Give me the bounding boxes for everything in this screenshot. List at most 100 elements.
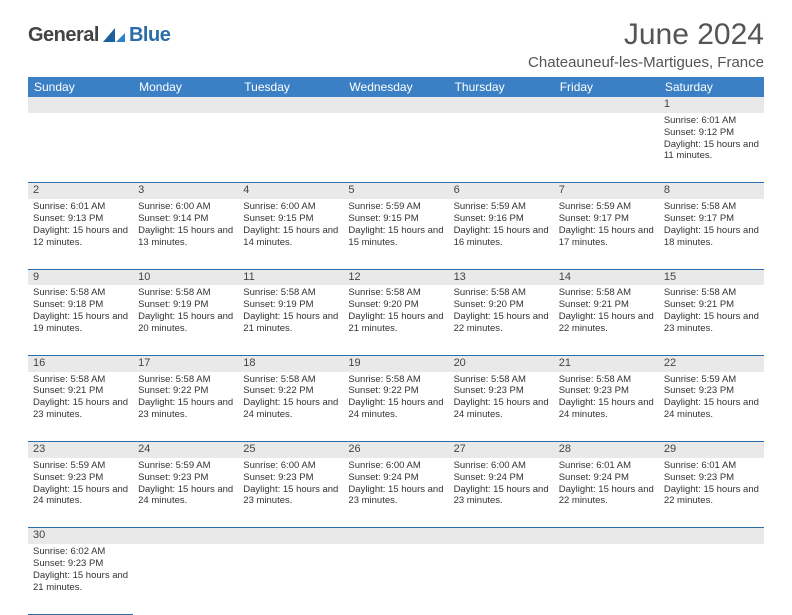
day-content-cell: Sunrise: 5:58 AMSunset: 9:21 PMDaylight:… — [659, 285, 764, 355]
logo: General Blue — [28, 24, 170, 47]
weekday-header: Saturday — [659, 77, 764, 97]
day-info-line: Sunrise: 5:58 AM — [348, 374, 443, 386]
day-content-cell: Sunrise: 5:58 AMSunset: 9:18 PMDaylight:… — [28, 285, 133, 355]
day-info-line: Sunset: 9:22 PM — [138, 385, 233, 397]
day-number-cell: 23 — [28, 442, 133, 458]
day-info-line: Sunset: 9:19 PM — [243, 299, 338, 311]
day-info-line: Sunset: 9:23 PM — [243, 472, 338, 484]
day-info-line: Sunrise: 5:58 AM — [664, 201, 759, 213]
day-info-line: Daylight: 15 hours and 21 minutes. — [33, 570, 128, 594]
day-info-line: Sunrise: 5:58 AM — [348, 287, 443, 299]
day-content-cell — [133, 544, 238, 614]
day-content-cell: Sunrise: 6:01 AMSunset: 9:12 PMDaylight:… — [659, 113, 764, 183]
day-info-line: Sunrise: 5:58 AM — [559, 287, 654, 299]
day-info-line: Daylight: 15 hours and 11 minutes. — [664, 139, 759, 163]
day-info-line: Daylight: 15 hours and 22 minutes. — [559, 311, 654, 335]
day-info-line: Sunrise: 5:58 AM — [138, 287, 233, 299]
daynum-row: 30 — [28, 528, 764, 544]
content-row: Sunrise: 5:58 AMSunset: 9:18 PMDaylight:… — [28, 285, 764, 355]
day-info-line: Sunrise: 5:58 AM — [243, 287, 338, 299]
day-info-line: Sunrise: 5:58 AM — [454, 374, 549, 386]
day-info-line: Sunset: 9:24 PM — [348, 472, 443, 484]
calendar-page: General Blue June 2024 Chateauneuf-les-M… — [0, 0, 792, 615]
page-header: General Blue June 2024 Chateauneuf-les-M… — [28, 18, 764, 71]
day-number-cell — [554, 528, 659, 544]
daynum-row: 9101112131415 — [28, 269, 764, 285]
day-number-cell: 29 — [659, 442, 764, 458]
day-content-cell: Sunrise: 5:58 AMSunset: 9:23 PMDaylight:… — [554, 372, 659, 442]
day-content-cell — [659, 544, 764, 614]
day-number-cell: 12 — [343, 269, 448, 285]
day-number-cell — [238, 97, 343, 113]
day-info-line: Sunrise: 5:59 AM — [664, 374, 759, 386]
logo-word-1: General — [28, 24, 99, 47]
day-info-line: Sunrise: 6:00 AM — [138, 201, 233, 213]
content-row: Sunrise: 6:01 AMSunset: 9:13 PMDaylight:… — [28, 199, 764, 269]
day-number-cell — [133, 97, 238, 113]
day-number-cell — [449, 97, 554, 113]
day-info-line: Daylight: 15 hours and 24 minutes. — [559, 397, 654, 421]
weekday-header: Sunday — [28, 77, 133, 97]
day-number-cell — [343, 528, 448, 544]
day-info-line: Sunset: 9:16 PM — [454, 213, 549, 225]
day-info-line: Sunset: 9:23 PM — [33, 558, 128, 570]
day-info-line: Sunset: 9:22 PM — [348, 385, 443, 397]
day-number-cell: 10 — [133, 269, 238, 285]
day-content-cell — [554, 544, 659, 614]
day-number-cell — [449, 528, 554, 544]
logo-sail-icon — [101, 26, 127, 46]
day-info-line: Sunset: 9:22 PM — [243, 385, 338, 397]
day-number-cell: 27 — [449, 442, 554, 458]
day-number-cell: 11 — [238, 269, 343, 285]
day-info-line: Sunrise: 5:58 AM — [33, 287, 128, 299]
day-content-cell: Sunrise: 5:58 AMSunset: 9:21 PMDaylight:… — [28, 372, 133, 442]
day-info-line: Sunset: 9:17 PM — [559, 213, 654, 225]
day-number-cell — [659, 528, 764, 544]
weekday-header: Friday — [554, 77, 659, 97]
day-number-cell: 18 — [238, 355, 343, 371]
day-content-cell: Sunrise: 6:00 AMSunset: 9:24 PMDaylight:… — [343, 458, 448, 528]
day-info-line: Sunset: 9:21 PM — [33, 385, 128, 397]
day-content-cell: Sunrise: 6:01 AMSunset: 9:23 PMDaylight:… — [659, 458, 764, 528]
day-info-line: Daylight: 15 hours and 17 minutes. — [559, 225, 654, 249]
day-number-cell: 17 — [133, 355, 238, 371]
location-label: Chateauneuf-les-Martigues, France — [528, 54, 764, 71]
day-info-line: Daylight: 15 hours and 21 minutes. — [348, 311, 443, 335]
day-info-line: Sunset: 9:23 PM — [454, 385, 549, 397]
day-number-cell: 25 — [238, 442, 343, 458]
day-number-cell: 3 — [133, 183, 238, 199]
day-info-line: Sunrise: 6:01 AM — [664, 115, 759, 127]
day-content-cell: Sunrise: 5:59 AMSunset: 9:17 PMDaylight:… — [554, 199, 659, 269]
day-info-line: Sunrise: 6:00 AM — [243, 460, 338, 472]
day-info-line: Daylight: 15 hours and 12 minutes. — [33, 225, 128, 249]
day-content-cell: Sunrise: 6:00 AMSunset: 9:23 PMDaylight:… — [238, 458, 343, 528]
day-number-cell — [343, 97, 448, 113]
day-info-line: Daylight: 15 hours and 15 minutes. — [348, 225, 443, 249]
daynum-row: 16171819202122 — [28, 355, 764, 371]
day-info-line: Sunset: 9:20 PM — [454, 299, 549, 311]
day-content-cell — [554, 113, 659, 183]
day-info-line: Sunrise: 5:58 AM — [454, 287, 549, 299]
day-number-cell: 20 — [449, 355, 554, 371]
day-content-cell — [28, 113, 133, 183]
day-content-cell: Sunrise: 5:58 AMSunset: 9:21 PMDaylight:… — [554, 285, 659, 355]
weekday-header: Tuesday — [238, 77, 343, 97]
day-info-line: Sunrise: 5:59 AM — [348, 201, 443, 213]
day-info-line: Sunset: 9:23 PM — [664, 472, 759, 484]
content-row: Sunrise: 5:59 AMSunset: 9:23 PMDaylight:… — [28, 458, 764, 528]
day-info-line: Sunset: 9:14 PM — [138, 213, 233, 225]
day-info-line: Sunrise: 6:00 AM — [243, 201, 338, 213]
title-block: June 2024 Chateauneuf-les-Martigues, Fra… — [528, 18, 764, 71]
weekday-header: Thursday — [449, 77, 554, 97]
daynum-row: 2345678 — [28, 183, 764, 199]
weekday-header: Wednesday — [343, 77, 448, 97]
day-number-cell: 28 — [554, 442, 659, 458]
day-info-line: Sunrise: 6:00 AM — [348, 460, 443, 472]
day-info-line: Daylight: 15 hours and 24 minutes. — [664, 397, 759, 421]
day-info-line: Sunset: 9:15 PM — [348, 213, 443, 225]
day-info-line: Daylight: 15 hours and 23 minutes. — [664, 311, 759, 335]
day-content-cell: Sunrise: 6:00 AMSunset: 9:15 PMDaylight:… — [238, 199, 343, 269]
day-number-cell: 6 — [449, 183, 554, 199]
day-content-cell: Sunrise: 5:58 AMSunset: 9:19 PMDaylight:… — [133, 285, 238, 355]
day-info-line: Daylight: 15 hours and 24 minutes. — [33, 484, 128, 508]
